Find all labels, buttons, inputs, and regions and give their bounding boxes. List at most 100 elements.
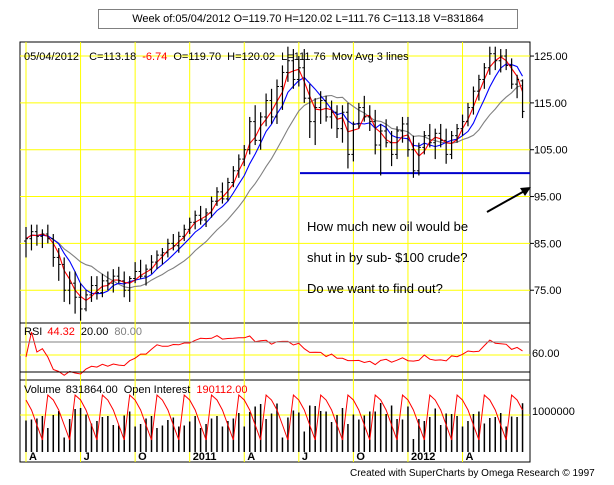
price-bar — [34, 224, 39, 246]
price-bar — [165, 238, 170, 258]
x-tick-label-2: O — [138, 451, 147, 463]
price-bar — [389, 130, 394, 167]
ma-fast-line — [25, 56, 524, 302]
price-bar — [405, 116, 410, 157]
price-bar — [133, 262, 138, 284]
price-bar — [214, 187, 219, 206]
y-tick-label-0: 75.00 — [534, 285, 562, 297]
header-indicator: Mov Avg 3 lines — [332, 51, 409, 63]
rsi-tick-label: 60.00 — [532, 348, 560, 360]
volume-tick-label: 1000000 — [532, 406, 575, 418]
price-bar — [225, 177, 230, 202]
price-bar — [302, 49, 307, 103]
price-bar — [504, 49, 509, 71]
price-bar — [209, 196, 214, 218]
open-interest-series — [25, 393, 523, 441]
price-bar — [471, 86, 476, 115]
price-bar — [482, 63, 487, 89]
price-bar — [67, 271, 72, 305]
price-bar — [400, 116, 405, 143]
header-open: O=119.70 — [173, 51, 221, 63]
oi-value: 190112.00 — [196, 384, 247, 396]
price-bar — [438, 123, 443, 148]
price-bar — [335, 105, 340, 139]
price-bar — [465, 102, 470, 127]
rsi-high: 80.00 — [114, 326, 142, 338]
volume-bars — [25, 403, 524, 452]
price-bar — [324, 95, 329, 122]
price-bar — [24, 226, 28, 258]
price-bar — [427, 123, 432, 148]
x-tick-label-5: J — [302, 451, 308, 463]
x-tick-label-8: A — [466, 451, 474, 463]
y-tick-label-4: 115.00 — [534, 98, 567, 110]
price-bar — [160, 248, 165, 265]
price-bar — [378, 123, 383, 176]
price-bar — [384, 119, 389, 148]
price-bar — [340, 105, 345, 143]
volume-label: Volume — [24, 384, 61, 396]
price-bar — [444, 128, 449, 164]
price-bar — [291, 49, 296, 89]
price-bar — [433, 128, 438, 160]
rsi-low: 20.00 — [81, 326, 109, 338]
price-bar — [122, 271, 127, 298]
price-bar — [373, 109, 378, 155]
x-tick-label-3: 2011 — [193, 451, 217, 463]
header-high: H=120.02 — [227, 51, 275, 63]
price-bar — [367, 105, 372, 131]
price-bar — [509, 58, 514, 89]
price-bar — [411, 135, 416, 178]
rsi-header: RSI 44.32 20.00 80.00 — [24, 326, 142, 338]
price-bar — [127, 276, 132, 302]
price-bar — [280, 65, 285, 110]
plot-frame — [19, 41, 531, 463]
annotation-line-1: How much new oil would be — [307, 219, 468, 234]
price-bar — [258, 112, 263, 150]
y-tick-label-5: 125.00 — [534, 51, 568, 63]
price-bar — [362, 95, 367, 122]
price-bar — [520, 79, 525, 119]
price-bar — [264, 93, 269, 127]
header-date: 05/04/2012 — [24, 51, 79, 63]
price-bar — [193, 210, 198, 230]
price-bar — [515, 74, 520, 99]
price-bar — [138, 259, 143, 279]
rsi-value: 44.32 — [47, 326, 75, 338]
header-line: 05/04/2012 C=113.18 -6.74 O=119.70 H=120.02 L… — [24, 51, 409, 63]
price-bar — [182, 224, 187, 242]
header-change: -6.74 — [142, 51, 167, 63]
oi-label: Open Interest — [124, 384, 191, 396]
price-bar — [329, 100, 334, 129]
price-bar — [187, 217, 192, 235]
price-bar — [29, 224, 34, 251]
price-bar — [487, 46, 492, 75]
annotation-line-3: Do we want to find out? — [307, 281, 443, 296]
price-bar — [144, 264, 149, 286]
annotation-line-2: shut in by sub- $100 crude? — [307, 250, 467, 265]
x-tick-label-0: A — [29, 451, 37, 463]
price-bars — [24, 46, 525, 321]
price-bar — [236, 154, 241, 178]
price-bar — [395, 126, 400, 160]
price-bar — [100, 273, 105, 298]
price-bar — [416, 142, 421, 176]
price-bar — [116, 266, 121, 284]
price-bar — [455, 123, 460, 143]
price-bar — [171, 234, 176, 251]
price-bar — [105, 271, 110, 291]
price-bar — [84, 290, 89, 312]
price-bar — [73, 271, 78, 314]
price-bar — [307, 84, 312, 139]
moving-averages — [25, 56, 524, 302]
quote-summary: Week of:05/04/2012 O=119.70 H=120.02 L=1… — [98, 9, 518, 29]
title-bar: Week of:05/04/2012 O=119.70 H=120.02 L=1… — [0, 0, 614, 40]
volume-header: Volume 831864.00 Open Interest 190112.00 — [24, 384, 248, 396]
price-bar — [242, 145, 247, 167]
ma-mid-line — [25, 63, 523, 295]
annotation-arrow — [486, 187, 531, 213]
price-bar — [176, 231, 181, 253]
price-bar — [356, 102, 361, 129]
open-interest-line — [25, 393, 523, 441]
